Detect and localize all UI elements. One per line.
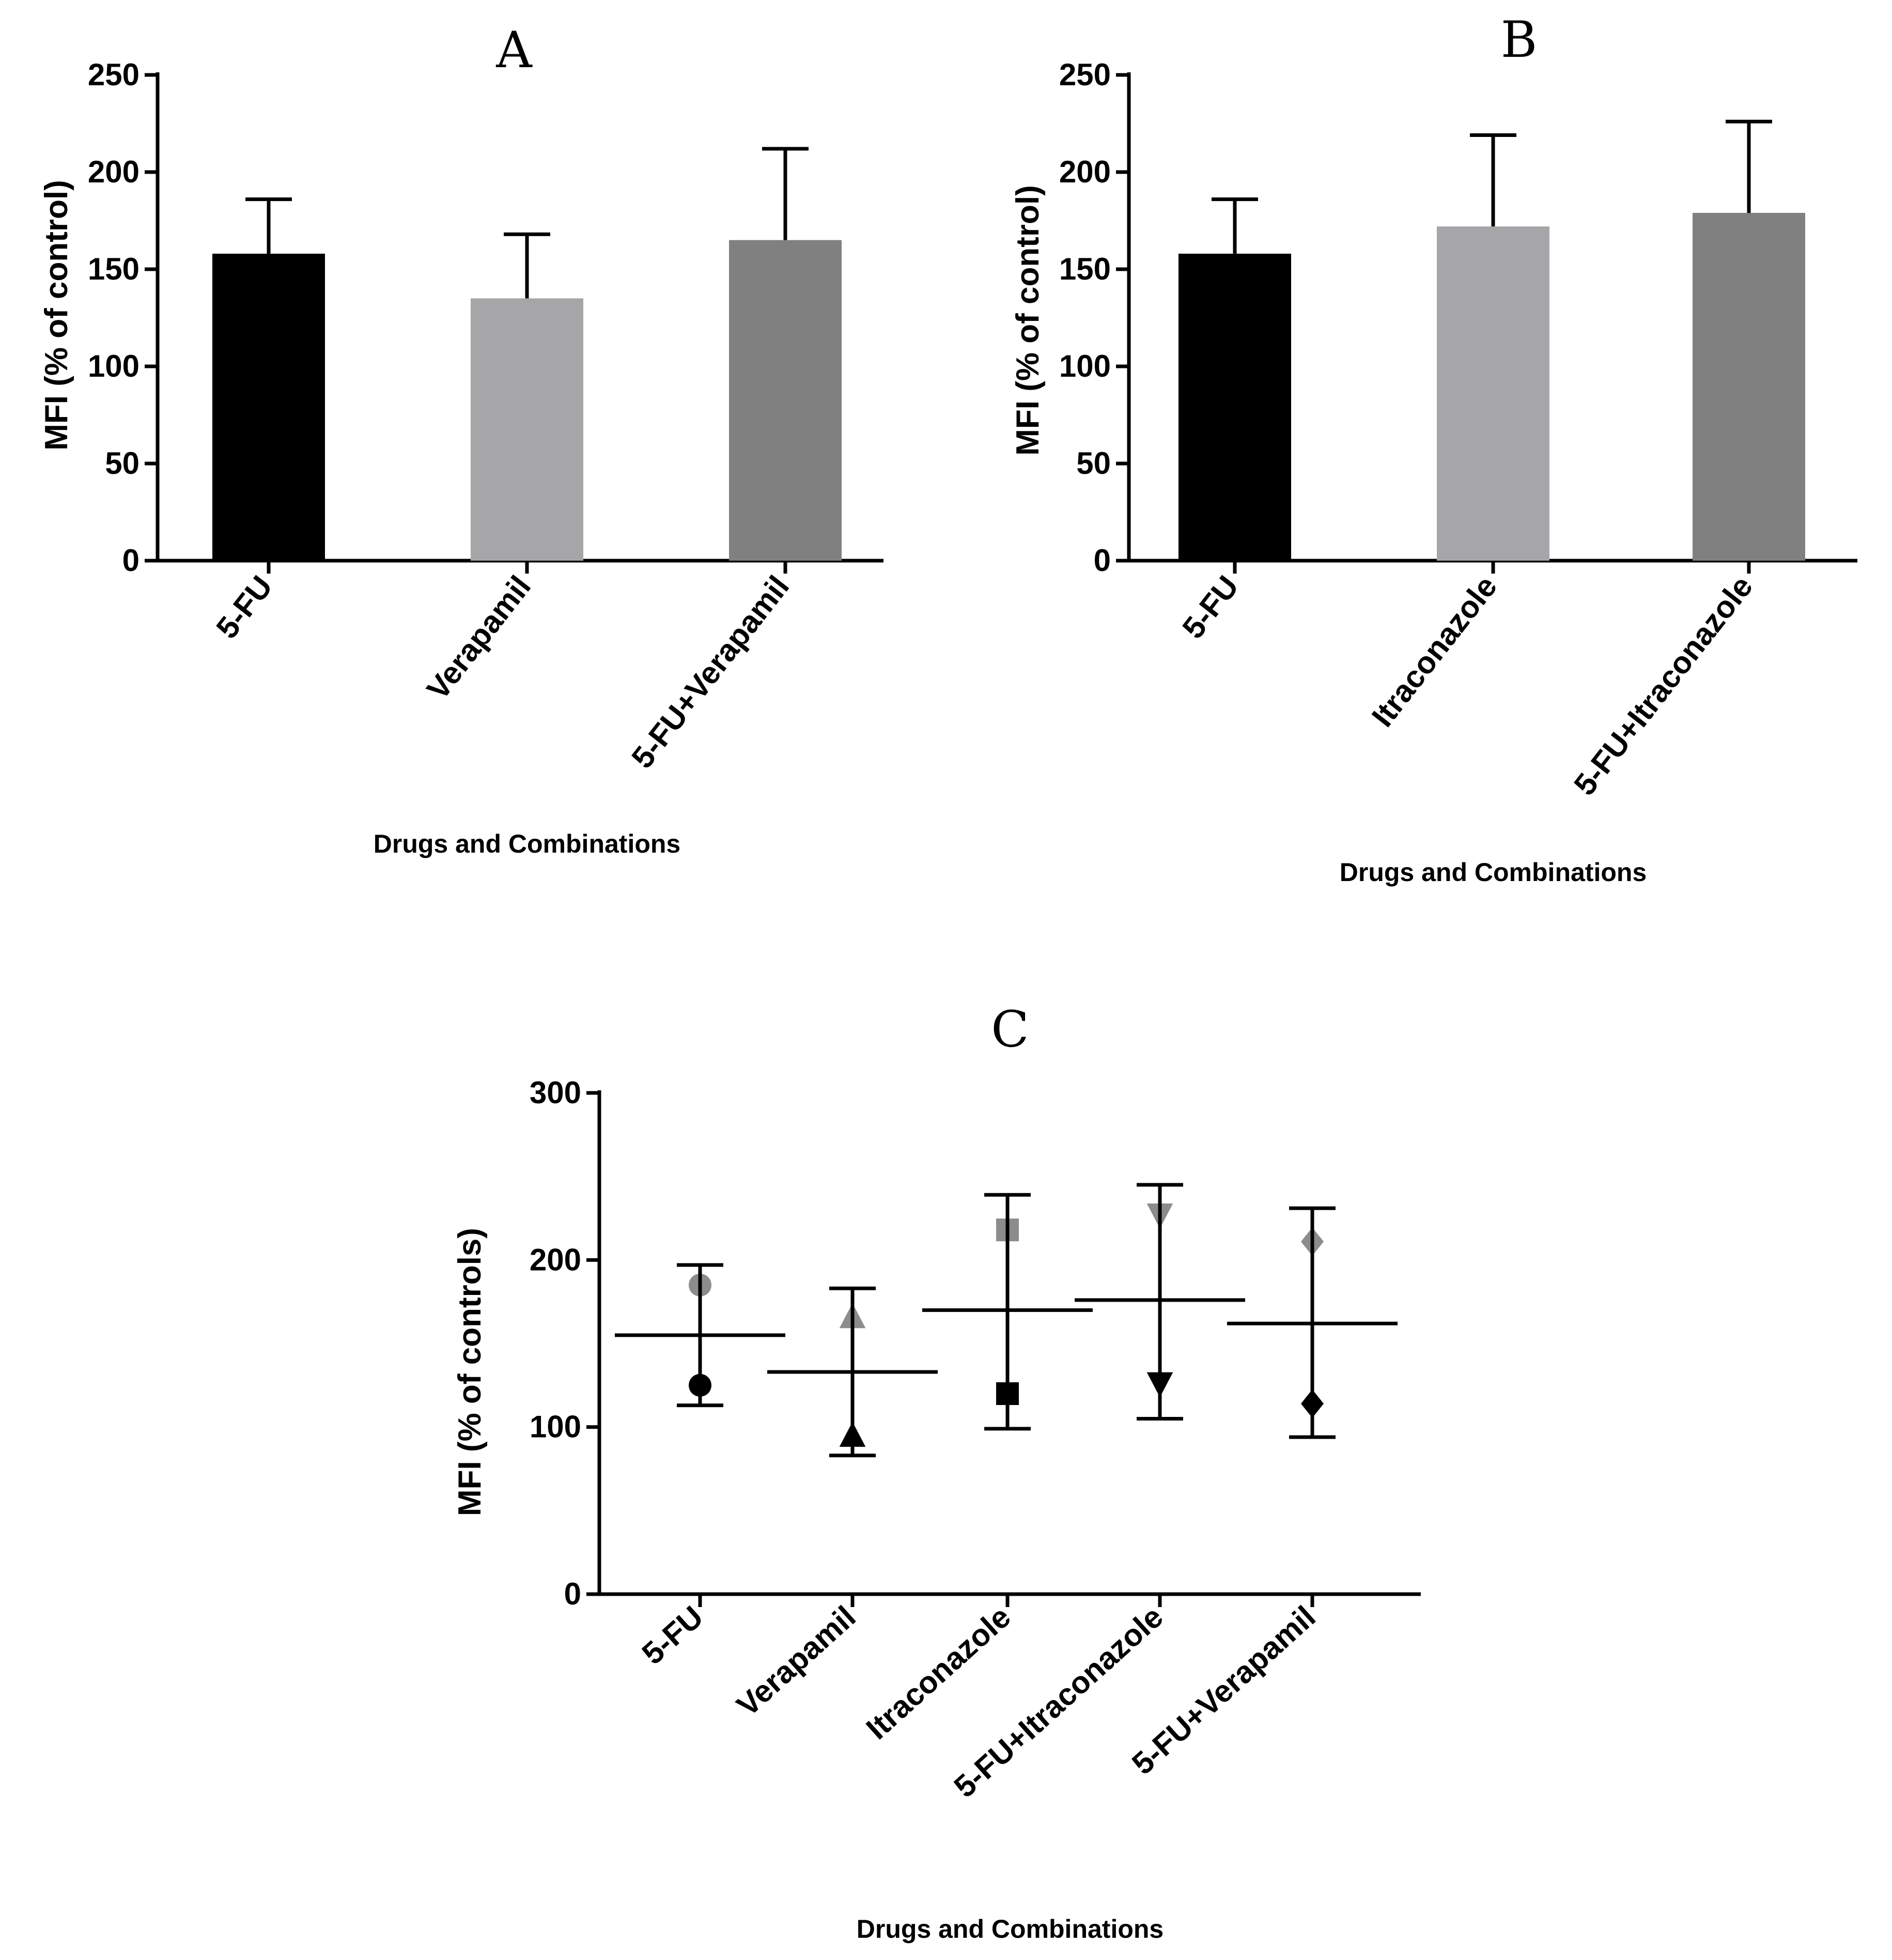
x-axis-title: Drugs and Combinations <box>1340 858 1647 887</box>
y-tick-label: 0 <box>122 543 139 578</box>
y-tick-label: 0 <box>1094 543 1111 578</box>
y-tick-label: 200 <box>1059 155 1111 189</box>
panel-letter: C <box>991 1000 1029 1058</box>
bar <box>1178 253 1291 561</box>
x-category-label: Itraconazole <box>860 1599 1017 1746</box>
x-category-label: Verapamil <box>420 569 537 706</box>
y-tick-label: 50 <box>1076 446 1111 481</box>
y-tick-label: 100 <box>88 349 139 383</box>
panel-letter: B <box>1501 11 1538 69</box>
y-tick-label: 100 <box>1059 349 1111 383</box>
y-tick-label: 150 <box>1059 252 1111 286</box>
x-category-label: 5-FU+Verapamil <box>625 569 796 775</box>
x-category-label: 5-FU <box>209 569 279 645</box>
y-tick-label: 150 <box>88 252 139 286</box>
y-tick-label: 50 <box>105 446 139 481</box>
y-axis-title: MFI (% of control) <box>1010 185 1046 455</box>
bar <box>1437 226 1549 561</box>
x-category-label: Itraconazole <box>1365 569 1503 733</box>
y-axis-title: MFI (% of control) <box>39 180 74 450</box>
panel-letter: A <box>495 21 533 79</box>
y-tick-label: 300 <box>530 1075 581 1110</box>
y-tick-label: 200 <box>530 1242 581 1277</box>
y-axis-title: MFI (% of controls) <box>452 1228 488 1516</box>
x-category-label: 5-FU <box>1175 569 1245 645</box>
y-tick-label: 100 <box>530 1410 581 1444</box>
y-tick-label: 0 <box>564 1577 581 1611</box>
x-category-label: Verapamil <box>730 1599 862 1723</box>
bar <box>729 240 842 561</box>
chart-panel-c: C 0 100 200 300 MFI (% of controls) Drugs and … <box>452 1000 1421 1943</box>
bar <box>471 298 583 561</box>
bar <box>1693 212 1805 561</box>
chart-panel-a: A 0 50 100 150 200 250 MFI (% of control) Drugs … <box>39 21 883 858</box>
y-tick-label: 250 <box>1059 57 1111 92</box>
chart-panel-b: B 0 50 100 150 200 250 MFI (% of control) Drugs … <box>1010 11 1857 887</box>
bar <box>212 253 325 561</box>
x-category-label: 5-FU+Itraconazole <box>1567 569 1759 802</box>
y-tick-label: 250 <box>88 57 139 92</box>
y-tick-label: 200 <box>88 155 139 189</box>
x-category-label: 5-FU <box>635 1599 710 1671</box>
x-axis-title: Drugs and Combinations <box>374 829 680 858</box>
x-axis-title: Drugs and Combinations <box>857 1915 1164 1943</box>
